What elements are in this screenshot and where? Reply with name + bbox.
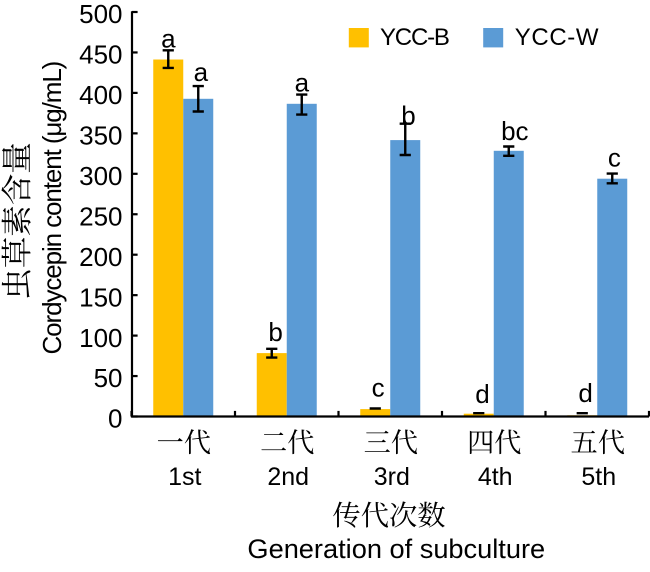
svg-text:b: b — [268, 317, 282, 347]
svg-text:2nd: 2nd — [267, 463, 309, 491]
svg-text:100: 100 — [79, 323, 122, 353]
svg-text:450: 450 — [79, 40, 122, 70]
svg-text:250: 250 — [79, 201, 122, 231]
svg-text:b: b — [401, 101, 415, 131]
svg-text:d: d — [578, 378, 592, 408]
svg-text:a: a — [295, 68, 310, 98]
svg-text:c: c — [608, 143, 621, 173]
svg-text:YCC-W: YCC-W — [515, 24, 599, 51]
svg-text:a: a — [194, 57, 209, 87]
svg-text:350: 350 — [79, 121, 122, 151]
svg-text:4th: 4th — [478, 463, 513, 491]
svg-text:0: 0 — [108, 404, 122, 434]
svg-text:bc: bc — [501, 116, 528, 146]
svg-text:150: 150 — [79, 282, 122, 312]
svg-text:50: 50 — [94, 363, 123, 393]
svg-text:YCC-B: YCC-B — [380, 24, 449, 51]
svg-text:c: c — [372, 372, 385, 402]
svg-text:300: 300 — [79, 161, 122, 191]
svg-text:500: 500 — [79, 0, 122, 29]
svg-text:Generation of subculture: Generation of subculture — [247, 533, 545, 564]
svg-text:1st: 1st — [168, 463, 201, 491]
svg-text:Cordycepin content (μg/mL): Cordycepin content (μg/mL) — [37, 61, 67, 354]
svg-text:400: 400 — [79, 80, 122, 110]
svg-text:3rd: 3rd — [374, 463, 410, 491]
svg-text:a: a — [161, 24, 176, 54]
svg-text:d: d — [475, 379, 489, 409]
svg-text:200: 200 — [79, 242, 122, 272]
svg-text:5th: 5th — [581, 463, 616, 491]
